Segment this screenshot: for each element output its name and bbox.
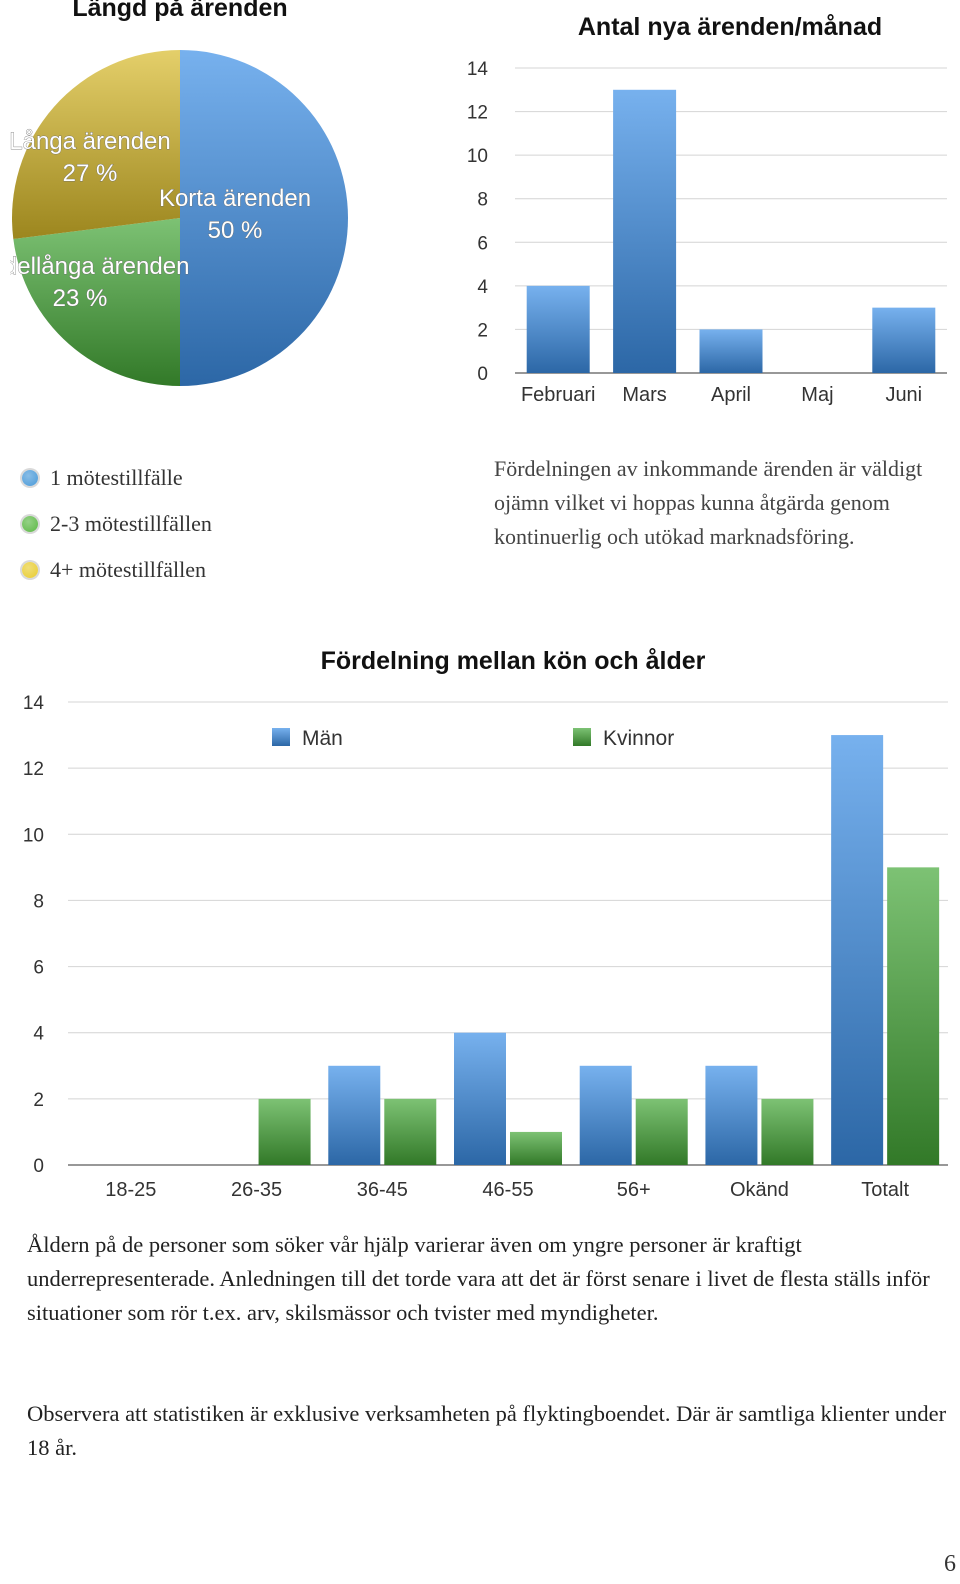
pie-slice-value: 50 % [208, 217, 263, 244]
legend-label: 4+ mötestillfällen [50, 557, 206, 582]
legend-dot-icon [22, 516, 38, 532]
bar [761, 1098, 814, 1165]
pie-slice-value: 23 % [53, 285, 108, 312]
x-tick-label: 46-55 [482, 1179, 533, 1201]
bar [258, 1098, 311, 1165]
y-tick-label: 10 [467, 146, 488, 167]
x-tick-label: Totalt [861, 1179, 909, 1201]
y-tick-label: 12 [23, 759, 44, 780]
x-tick-label: Okänd [730, 1179, 789, 1201]
y-tick-label: 14 [467, 59, 489, 80]
legend-label: 2-3 mötestillfällen [50, 511, 212, 536]
legend-label: Män [302, 727, 343, 750]
y-tick-label: 14 [23, 693, 45, 714]
bar [384, 1098, 437, 1165]
bar [454, 1032, 506, 1165]
monthly-cases-chart: Antal nya ärenden/månad 0 2 4 6 8 10 12 14 Februa… [467, 13, 947, 406]
pie-slice-label: Medellånga ärenden [10, 253, 189, 280]
legend-label: Kvinnor [603, 727, 674, 750]
meetings-legend: 1 mötestillfälle 2-3 mötestillfällen 4+ … [22, 455, 212, 593]
pie-chart: Korta ärenden 50 % Medellånga ärenden 23 % L… [10, 50, 348, 386]
x-tick-label: 56+ [617, 1179, 651, 1201]
page-number: 6 [944, 1551, 956, 1577]
y-tick-label: 8 [33, 891, 44, 912]
legend-swatch [573, 728, 591, 746]
pie-slice [11, 50, 180, 240]
x-tick-label: Mars [622, 384, 666, 406]
y-tick-label: 2 [33, 1090, 44, 1111]
legend-dot-icon [22, 562, 38, 578]
legend-dot-icon [22, 470, 38, 486]
legend-label: 1 mötestillfälle [50, 465, 183, 490]
y-tick-label: 10 [23, 825, 44, 846]
bar [699, 329, 763, 373]
pie-slice-label: Långa ärenden [10, 128, 171, 155]
bar [613, 89, 677, 374]
bar [831, 735, 884, 1165]
pie-slice [13, 218, 180, 386]
x-tick-label: 36-45 [357, 1179, 408, 1201]
age-paragraph: Åldern på de personer som söker vår hjäl… [27, 1232, 930, 1325]
x-tick-label: April [711, 384, 751, 406]
x-tick-label: 18-25 [105, 1179, 156, 1201]
bar [887, 867, 940, 1165]
y-tick-label: 8 [477, 190, 488, 211]
pie-slice [180, 50, 348, 386]
bar [705, 1065, 758, 1165]
pie-slice-label: Korta ärenden [159, 185, 311, 212]
x-tick-label: Juni [885, 384, 922, 406]
bar [872, 307, 936, 373]
pie-slice-value: 27 % [63, 160, 118, 187]
legend-item-3: 4+ mötestillfällen [22, 547, 212, 593]
bar [526, 285, 590, 373]
note-paragraph: Observera att statistiken är exklusive v… [27, 1401, 947, 1460]
bar [328, 1065, 381, 1165]
bar-chart-title: Antal nya ärenden/månad [578, 13, 882, 41]
legend-item-2: 2-3 mötestillfällen [22, 501, 212, 547]
bar [635, 1098, 688, 1165]
y-tick-label: 4 [33, 1024, 44, 1045]
y-tick-label: 6 [33, 958, 44, 979]
x-tick-label: 26-35 [231, 1179, 282, 1201]
pie-chart-title: Längd på ärenden [72, 0, 288, 22]
y-tick-label: 2 [477, 320, 488, 341]
bar [579, 1065, 632, 1165]
legend-swatch [272, 728, 290, 746]
legend-item-1: 1 mötestillfälle [22, 455, 212, 501]
y-tick-label: 0 [33, 1156, 44, 1177]
bar [510, 1131, 562, 1165]
y-tick-label: 0 [477, 364, 488, 385]
x-tick-label: Maj [801, 384, 833, 406]
y-tick-label: 4 [477, 277, 488, 298]
bar-chart-title: Fördelning mellan kön och ålder [321, 647, 706, 675]
x-tick-label: Februari [521, 384, 595, 406]
y-tick-label: 12 [467, 103, 488, 124]
gender-age-chart: Fördelning mellan kön och ålder 0 2 4 6 8 10 12… [23, 647, 948, 1201]
monthly-note: Fördelningen av inkommande ärenden är vä… [494, 456, 923, 549]
y-tick-label: 6 [477, 233, 488, 254]
